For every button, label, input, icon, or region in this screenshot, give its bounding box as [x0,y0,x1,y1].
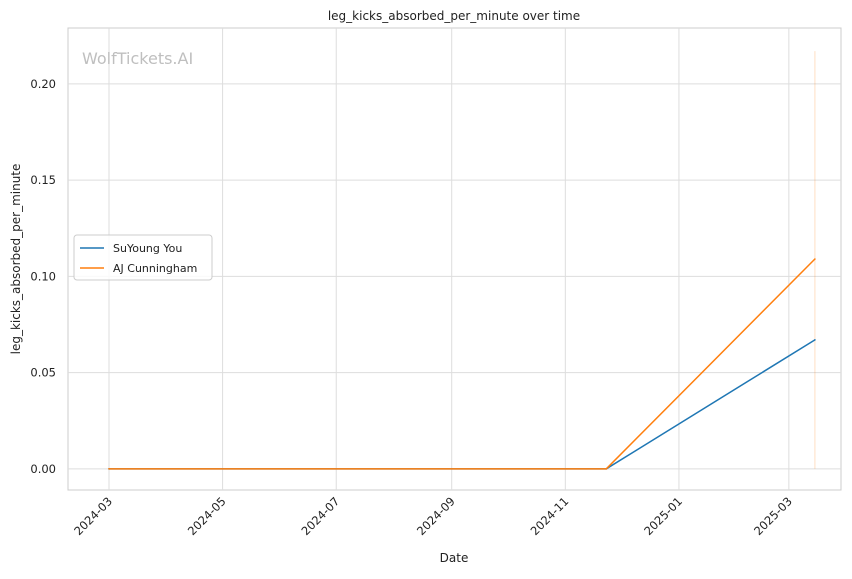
x-tick-label: 2025-03 [751,494,795,538]
x-tick-label: 2025-01 [641,494,685,538]
x-tick-label: 2024-05 [185,494,229,538]
y-tick-label: 0.10 [30,269,56,283]
y-axis-label: leg_kicks_absorbed_per_minute [9,164,23,355]
x-tick-label: 2024-11 [528,494,572,538]
legend-label-suyoung-you: SuYoung You [113,242,182,255]
y-tick-label: 0.15 [30,173,56,187]
watermark: WolfTickets.AI [82,49,193,68]
x-tick-label: 2024-07 [298,494,342,538]
y-tick-labels: 0.00 0.05 0.10 0.15 0.20 [30,77,56,476]
series-lines [108,258,816,470]
chart-title: leg_kicks_absorbed_per_minute over time [328,9,580,23]
y-tick-label: 0.05 [30,366,56,380]
data-point-aj-cunningham [108,468,110,470]
data-point-aj-cunningham [605,468,608,470]
data-point-suyoung-you [814,339,816,341]
legend-box [73,234,213,281]
y-tick-label: 0.00 [30,462,56,476]
x-tick-label: 2024-09 [414,494,458,538]
y-tick-label: 0.20 [30,77,56,91]
legend-label-aj-cunningham: AJ Cunningham [113,262,197,275]
x-axis-label: Date [440,551,469,565]
x-tick-labels: 2024-03 2024-05 2024-07 2024-09 2024-11 2025-… [71,494,795,538]
x-tick-label: 2024-03 [71,494,115,538]
legend: SuYoung You AJ Cunningham [73,234,213,281]
data-point-aj-cunningham [814,258,816,260]
